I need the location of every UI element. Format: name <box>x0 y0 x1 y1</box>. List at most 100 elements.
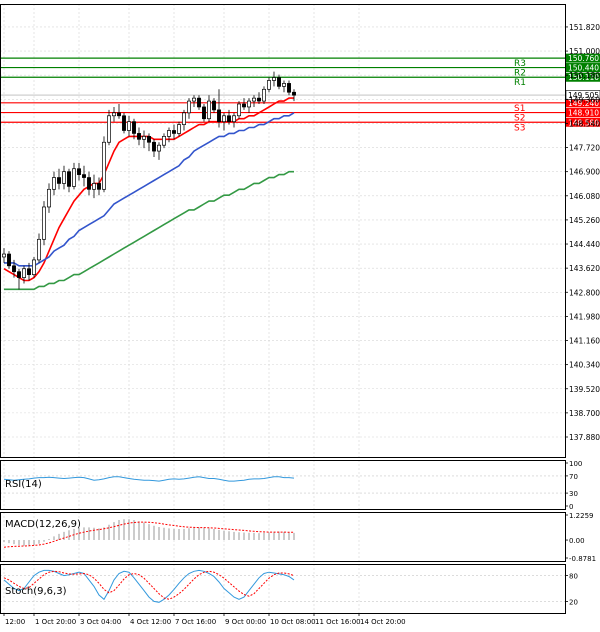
rsi-tick-label: 100 <box>569 460 582 468</box>
candle <box>102 136 105 192</box>
candle <box>202 104 205 122</box>
time-tick-label: 9 Oct 00:00 <box>225 618 266 626</box>
candle-body <box>117 113 120 116</box>
candle <box>222 113 225 131</box>
candle-body <box>42 207 45 239</box>
candle-body <box>267 80 270 89</box>
candle <box>62 166 65 190</box>
candle-body <box>282 83 285 86</box>
candle <box>47 183 50 212</box>
price-tick-label: 141.980 <box>569 312 600 321</box>
panel-frame-3 <box>1 565 566 614</box>
candle-body <box>272 78 275 81</box>
candle-body <box>172 130 175 133</box>
time-tick-label: 14 Oct 20:00 <box>360 618 406 626</box>
candle-body <box>252 98 255 101</box>
candle-body <box>257 98 260 101</box>
candle-body <box>167 130 170 136</box>
candle <box>252 95 255 107</box>
candle <box>177 122 180 137</box>
time-tick-label: 1 Oct 20:00 <box>35 618 76 626</box>
candle-body <box>7 254 10 266</box>
panel-frame-1 <box>1 461 566 510</box>
candle-body <box>32 260 35 275</box>
time-tick-label: 4 Oct 12:00 <box>130 618 171 626</box>
candle <box>117 104 120 119</box>
candle <box>247 98 250 113</box>
price-tick-label: 151.820 <box>569 23 600 32</box>
candle-body <box>232 116 235 122</box>
candle-body <box>127 122 130 131</box>
candle-body <box>67 172 70 187</box>
candle-body <box>192 98 195 101</box>
candle <box>92 175 95 199</box>
price-tick-label: 146.900 <box>569 168 600 177</box>
candle <box>87 172 90 196</box>
time-tick-label: 3 Oct 04:00 <box>80 618 121 626</box>
stoch-tick-label: 20 <box>569 598 578 606</box>
candle-body <box>292 92 295 95</box>
candle <box>242 98 245 110</box>
panel-frame-2 <box>1 513 566 562</box>
candle-body <box>242 104 245 107</box>
stoch-tick-label: 80 <box>569 573 578 581</box>
panel-frame-0 <box>1 5 566 458</box>
candle-body <box>222 116 225 122</box>
candle-body <box>87 178 90 190</box>
candle-body <box>227 116 230 122</box>
rsi-title: RSI(14) <box>5 479 42 490</box>
candle-body <box>217 110 220 122</box>
candle <box>287 80 290 95</box>
candle-body <box>247 101 250 107</box>
candle-body <box>112 113 115 116</box>
stoch-title: Stoch(9,6,3) <box>5 586 67 597</box>
time-tick-label: 12:00 <box>5 618 25 626</box>
candle <box>42 201 45 245</box>
candle <box>272 72 275 87</box>
candle <box>107 110 110 145</box>
candle-body <box>77 169 80 175</box>
macd-tick-label: -0.8781 <box>569 555 596 563</box>
candle <box>67 169 70 193</box>
candle-body <box>202 107 205 119</box>
level-value-s2: 148.910 <box>568 109 599 118</box>
price-tick-label: 150.180 <box>569 71 600 80</box>
price-tick-label: 137.880 <box>569 433 600 442</box>
candle <box>192 95 195 107</box>
candle-body <box>132 122 135 134</box>
candle-body <box>2 254 5 257</box>
price-tick-label: 141.160 <box>569 337 600 346</box>
candle <box>122 113 125 134</box>
macd-tick-label: 1.2259 <box>569 512 594 520</box>
candle-body <box>47 189 50 207</box>
time-tick-label: 11 Oct 16:00 <box>315 618 361 626</box>
candle-body <box>147 136 150 142</box>
candle-body <box>142 136 145 139</box>
rsi-tick-label: 30 <box>569 490 578 498</box>
candle-body <box>27 269 30 275</box>
candle-body <box>277 78 280 87</box>
candle-body <box>57 178 60 184</box>
candle-body <box>82 175 85 178</box>
price-tick-label: 145.260 <box>569 216 600 225</box>
price-tick-label: 148.540 <box>569 119 600 128</box>
grid-layer <box>0 4 565 613</box>
level-name-r1: R1 <box>514 78 526 88</box>
candle <box>262 86 265 104</box>
level-name-s3: S3 <box>514 123 525 133</box>
candle <box>157 142 160 160</box>
candle <box>127 116 130 137</box>
pivot-levels-layer: R3150.760R2150.440R1150.110S1149.240S214… <box>0 54 600 134</box>
candle-body <box>197 98 200 107</box>
candle <box>37 233 40 262</box>
candle <box>232 113 235 128</box>
candle-body <box>122 116 125 131</box>
candle-body <box>37 239 40 260</box>
candle <box>282 80 285 92</box>
price-tick-label: 147.720 <box>569 144 600 153</box>
candle <box>112 107 115 122</box>
candle-body <box>177 125 180 134</box>
candle <box>7 251 10 269</box>
